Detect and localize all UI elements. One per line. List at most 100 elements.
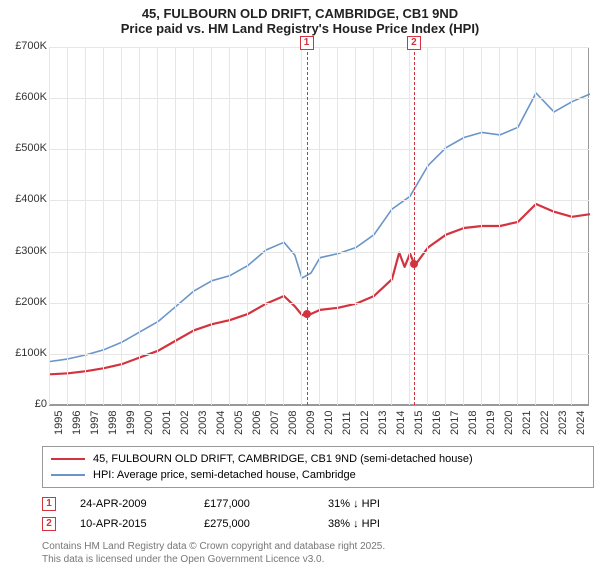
title-line-2: Price paid vs. HM Land Registry's House … xyxy=(0,21,600,36)
y-tick-label: £600K xyxy=(3,91,47,103)
y-tick-label: £200K xyxy=(3,296,47,308)
grid-v xyxy=(157,47,158,405)
grid-v xyxy=(391,47,392,405)
x-tick-label: 2009 xyxy=(305,411,316,435)
grid-v xyxy=(373,47,374,405)
grid-v xyxy=(355,47,356,405)
grid-v xyxy=(85,47,86,405)
y-tick-label: £300K xyxy=(3,245,47,257)
marker-box: 2 xyxy=(407,36,421,50)
x-tick-label: 2008 xyxy=(287,411,298,435)
plot-svg xyxy=(50,48,590,406)
grid-v xyxy=(481,47,482,405)
grid-v xyxy=(337,47,338,405)
x-tick-label: 2015 xyxy=(413,411,424,435)
grid-v xyxy=(265,47,266,405)
grid-v xyxy=(427,47,428,405)
grid-h xyxy=(49,405,589,406)
grid-v xyxy=(193,47,194,405)
x-tick-label: 1995 xyxy=(53,411,64,435)
sale-delta: 38% ↓ HPI xyxy=(328,518,428,530)
grid-v xyxy=(247,47,248,405)
legend: 45, FULBOURN OLD DRIFT, CAMBRIDGE, CB1 9… xyxy=(42,446,594,488)
x-tick-label: 1999 xyxy=(125,411,136,435)
grid-v xyxy=(103,47,104,405)
x-tick-label: 2020 xyxy=(503,411,514,435)
grid-v xyxy=(517,47,518,405)
sale-row: 1 24-APR-2009 £177,000 31% ↓ HPI xyxy=(42,494,594,514)
footer: Contains HM Land Registry data © Crown c… xyxy=(42,540,594,566)
sale-date: 10-APR-2015 xyxy=(80,518,180,530)
grid-v xyxy=(571,47,572,405)
x-tick-label: 2004 xyxy=(215,411,226,435)
grid-v xyxy=(463,47,464,405)
grid-v xyxy=(139,47,140,405)
sale-price: £177,000 xyxy=(204,498,304,510)
x-tick-label: 2021 xyxy=(521,411,532,435)
footer-line-1: Contains HM Land Registry data © Crown c… xyxy=(42,540,594,553)
sale-row: 2 10-APR-2015 £275,000 38% ↓ HPI xyxy=(42,514,594,534)
sale-price: £275,000 xyxy=(204,518,304,530)
x-tick-label: 2005 xyxy=(233,411,244,435)
x-tick-label: 2006 xyxy=(251,411,262,435)
title-line-1: 45, FULBOURN OLD DRIFT, CAMBRIDGE, CB1 9… xyxy=(0,6,600,21)
x-tick-label: 2023 xyxy=(557,411,568,435)
sale-delta: 31% ↓ HPI xyxy=(328,498,428,510)
x-tick-label: 2024 xyxy=(575,411,586,435)
chart-title-block: 45, FULBOURN OLD DRIFT, CAMBRIDGE, CB1 9… xyxy=(0,0,600,36)
grid-v xyxy=(121,47,122,405)
grid-v xyxy=(319,47,320,405)
y-tick-label: £400K xyxy=(3,193,47,205)
x-tick-label: 1998 xyxy=(107,411,118,435)
x-tick-label: 2010 xyxy=(323,411,334,435)
x-tick-label: 1997 xyxy=(89,411,100,435)
grid-v xyxy=(301,47,302,405)
x-tick-label: 2019 xyxy=(485,411,496,435)
sale-rows: 1 24-APR-2009 £177,000 31% ↓ HPI 2 10-AP… xyxy=(42,494,594,534)
marker-line xyxy=(307,47,308,405)
grid-v xyxy=(445,47,446,405)
x-tick-label: 2016 xyxy=(431,411,442,435)
grid-v xyxy=(49,47,50,405)
grid-v xyxy=(175,47,176,405)
y-tick-label: £0 xyxy=(3,398,47,410)
sale-dot xyxy=(303,310,311,318)
x-tick-label: 2000 xyxy=(143,411,154,435)
grid-v xyxy=(229,47,230,405)
chart-area: £0 £100K £200K £300K £400K £500K £600K £700K 199… xyxy=(5,42,595,442)
x-tick-label: 2012 xyxy=(359,411,370,435)
series-line xyxy=(50,93,590,362)
sale-dot xyxy=(410,260,418,268)
sale-marker-2: 2 xyxy=(42,517,56,531)
y-tick-label: £700K xyxy=(3,40,47,52)
x-tick-label: 2017 xyxy=(449,411,460,435)
grid-v xyxy=(283,47,284,405)
grid-v xyxy=(499,47,500,405)
x-tick-label: 2022 xyxy=(539,411,550,435)
legend-row: HPI: Average price, semi-detached house,… xyxy=(51,467,585,483)
series-line xyxy=(50,204,590,374)
grid-v xyxy=(409,47,410,405)
x-tick-label: 2014 xyxy=(395,411,406,435)
grid-v xyxy=(553,47,554,405)
marker-line xyxy=(414,47,415,405)
x-tick-label: 2002 xyxy=(179,411,190,435)
y-tick-label: £100K xyxy=(3,347,47,359)
grid-v xyxy=(67,47,68,405)
legend-label: 45, FULBOURN OLD DRIFT, CAMBRIDGE, CB1 9… xyxy=(93,453,473,465)
x-tick-label: 2018 xyxy=(467,411,478,435)
x-tick-label: 2001 xyxy=(161,411,172,435)
legend-label: HPI: Average price, semi-detached house,… xyxy=(93,469,356,481)
x-tick-label: 2003 xyxy=(197,411,208,435)
x-tick-label: 2007 xyxy=(269,411,280,435)
legend-swatch-1 xyxy=(51,474,85,476)
x-tick-label: 1996 xyxy=(71,411,82,435)
legend-row: 45, FULBOURN OLD DRIFT, CAMBRIDGE, CB1 9… xyxy=(51,451,585,467)
grid-v xyxy=(211,47,212,405)
sale-date: 24-APR-2009 xyxy=(80,498,180,510)
y-tick-label: £500K xyxy=(3,142,47,154)
x-tick-label: 2011 xyxy=(341,411,352,435)
x-tick-label: 2013 xyxy=(377,411,388,435)
grid-v xyxy=(535,47,536,405)
marker-box: 1 xyxy=(300,36,314,50)
